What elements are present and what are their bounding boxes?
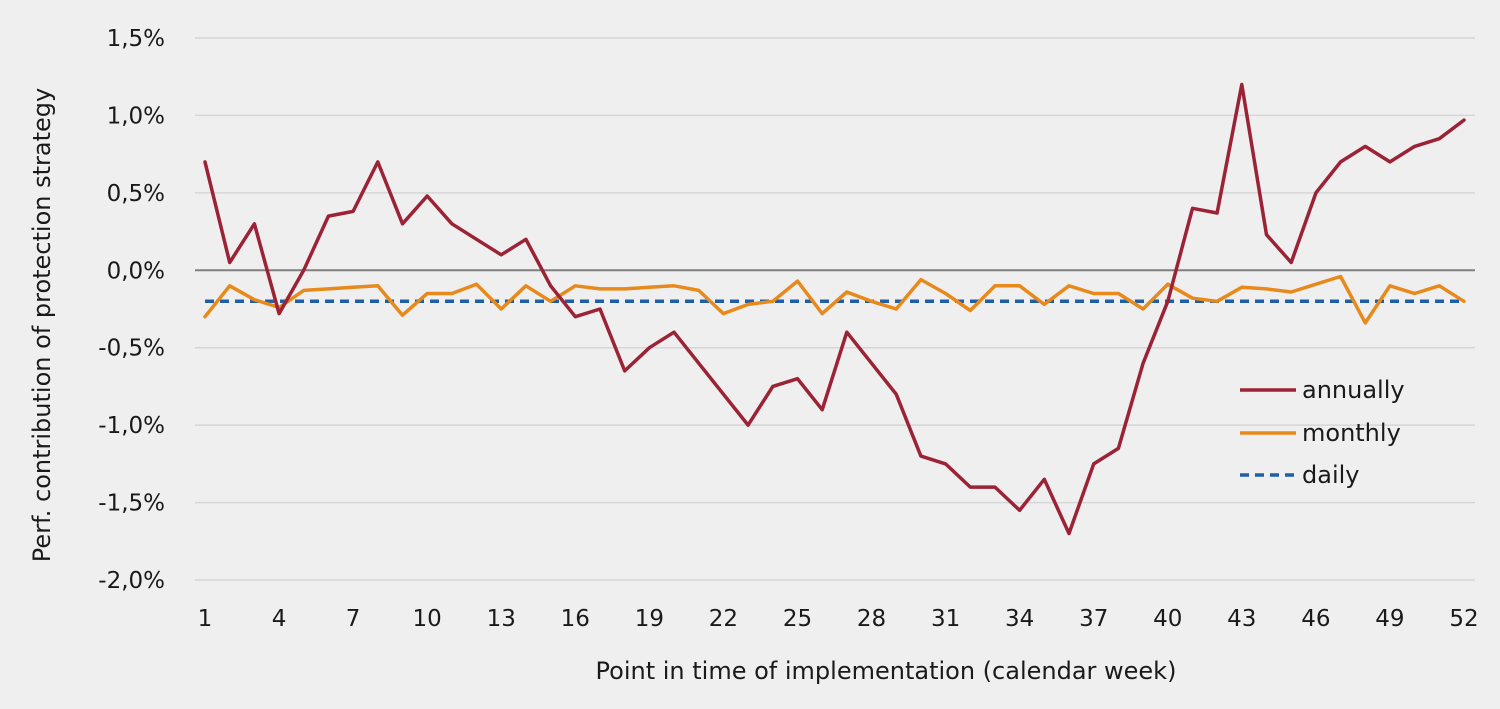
- x-tick-label: 10: [413, 606, 442, 632]
- x-tick-label: 31: [931, 606, 960, 632]
- y-tick-label: 1,0%: [107, 103, 165, 129]
- x-tick-label: 37: [1079, 606, 1108, 632]
- x-tick-label: 28: [857, 606, 886, 632]
- x-tick-label: 43: [1227, 606, 1256, 632]
- x-tick-label: 46: [1301, 606, 1330, 632]
- x-tick-label: 4: [272, 606, 287, 632]
- x-tick-label: 49: [1375, 606, 1404, 632]
- legend-label-daily: daily: [1302, 461, 1359, 489]
- x-tick-label: 52: [1449, 606, 1478, 632]
- x-tick-label: 16: [561, 606, 590, 632]
- y-axis-title: Perf. contribution of protection strateg…: [28, 88, 56, 562]
- series-line-annually: [203, 82, 1466, 536]
- legend-label-annually: annually: [1302, 376, 1405, 404]
- x-tick-label: 19: [635, 606, 664, 632]
- y-axis-ticks: 1,5% 1,0% 0,5% 0,0% -0,5% -1,0% -1,5% -2,0%: [98, 26, 165, 594]
- legend-label-monthly: monthly: [1302, 419, 1401, 447]
- x-tick-label: 34: [1005, 606, 1034, 632]
- x-tick-label: 22: [709, 606, 738, 632]
- x-axis-title: Point in time of implementation (calenda…: [596, 657, 1177, 685]
- series-line-monthly: [203, 274, 1466, 325]
- x-tick-label: 7: [346, 606, 361, 632]
- y-tick-label: -1,0%: [98, 413, 165, 439]
- x-tick-label: 40: [1153, 606, 1182, 632]
- y-tick-label: 0,5%: [107, 181, 165, 207]
- legend: annually monthly daily: [1240, 376, 1405, 489]
- y-tick-label: -2,0%: [98, 568, 165, 594]
- y-tick-label: -1,5%: [98, 491, 165, 517]
- series-lines: [203, 82, 1466, 536]
- x-axis-ticks: 1 4 7 10 13 16 19 22 25 28 31 34 37 40 43 46 49 52: [198, 606, 1479, 632]
- y-tick-label: 0,0%: [107, 258, 165, 284]
- y-tick-label: -0,5%: [98, 336, 165, 362]
- x-tick-label: 25: [783, 606, 812, 632]
- x-tick-label: 13: [487, 606, 516, 632]
- x-tick-label: 1: [198, 606, 213, 632]
- y-tick-label: 1,5%: [107, 26, 165, 52]
- grid-lines: [195, 37, 1475, 581]
